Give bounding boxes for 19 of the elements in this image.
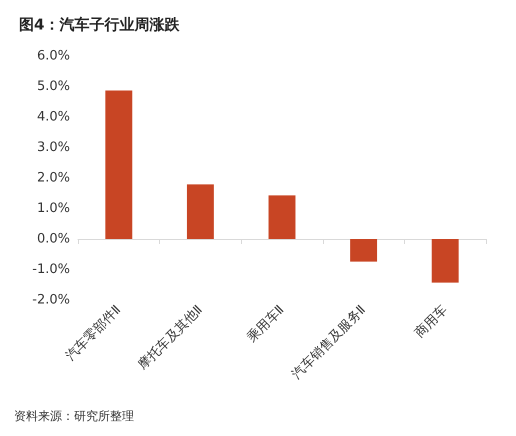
- x-tick-label: 摩托车及其他Ⅱ: [135, 302, 206, 373]
- bar: [105, 90, 132, 239]
- y-tick-label: 0.0%: [36, 232, 70, 246]
- y-tick-label: 1.0%: [36, 201, 70, 216]
- y-tick-label: 3.0%: [36, 140, 70, 155]
- bar: [186, 184, 214, 239]
- y-tick-label: 2.0%: [36, 170, 70, 186]
- x-tick-label: 乘用车Ⅱ: [244, 302, 288, 346]
- y-tick-label: 6.0%: [36, 48, 70, 64]
- x-tick-label: 汽车销售及服务Ⅱ: [289, 302, 369, 382]
- text: 资料来源：研究所整理: [14, 409, 134, 423]
- y-tick-label: -1.0%: [32, 262, 70, 277]
- bar: [268, 195, 296, 239]
- x-tick-label: 商用车: [412, 302, 451, 341]
- y-tick-label: 5.0%: [36, 79, 70, 94]
- chart-title: 图4：汽车子行业周涨跌: [19, 16, 180, 34]
- bar: [432, 239, 459, 283]
- bar: [350, 239, 378, 262]
- y-tick-label: 4.0%: [36, 110, 70, 124]
